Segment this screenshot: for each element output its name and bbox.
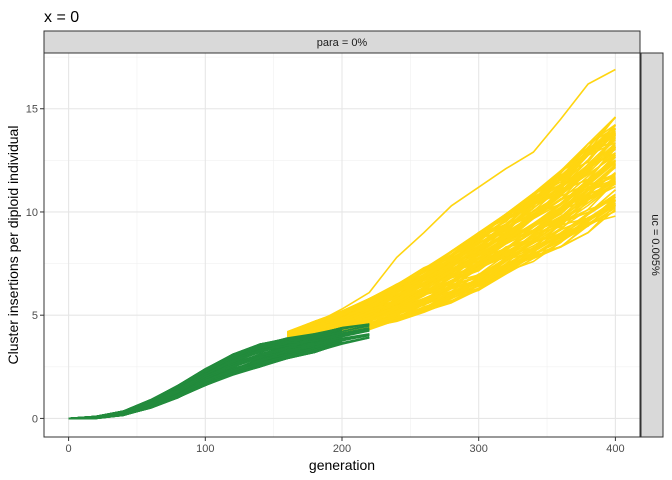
x-tick-label: 300 (470, 443, 488, 455)
series-line-phase2-outlier (314, 68, 616, 325)
facet-strip-right (640, 52, 664, 438)
y-tick-label: 10 (26, 207, 38, 219)
y-tick-label: 0 (32, 413, 38, 425)
x-tick-label: 400 (606, 443, 624, 455)
facet-strip-right-label: uc = 0.005% (649, 214, 661, 276)
series-line-phase2 (287, 156, 616, 340)
y-tick-label: 5 (32, 310, 38, 322)
facet-strip-top-label: para = 0% (317, 37, 368, 49)
series-lines (68, 68, 617, 420)
x-axis-label: generation (309, 457, 375, 473)
series-line-phase1 (68, 336, 343, 420)
series-line-phase2 (287, 138, 616, 337)
series-line-phase2 (287, 154, 616, 340)
x-tick-label: 100 (196, 443, 214, 455)
series-line-phase1 (68, 328, 343, 420)
axis-ticks: 0 100 200 300 400 0 5 10 15 (26, 104, 625, 455)
y-axis-label: Cluster insertions per diploid individua… (5, 126, 21, 365)
y-tick-label: 15 (26, 104, 38, 116)
x-tick-label: 0 (66, 443, 72, 455)
series-line-phase1 (68, 336, 370, 420)
series-line-phase2 (287, 128, 616, 336)
series-line-phase2 (286, 116, 617, 334)
chart-title: x = 0 (44, 9, 79, 26)
series-line-phase2 (287, 133, 616, 335)
x-tick-label: 200 (333, 443, 351, 455)
series-line-phase2 (287, 198, 616, 345)
